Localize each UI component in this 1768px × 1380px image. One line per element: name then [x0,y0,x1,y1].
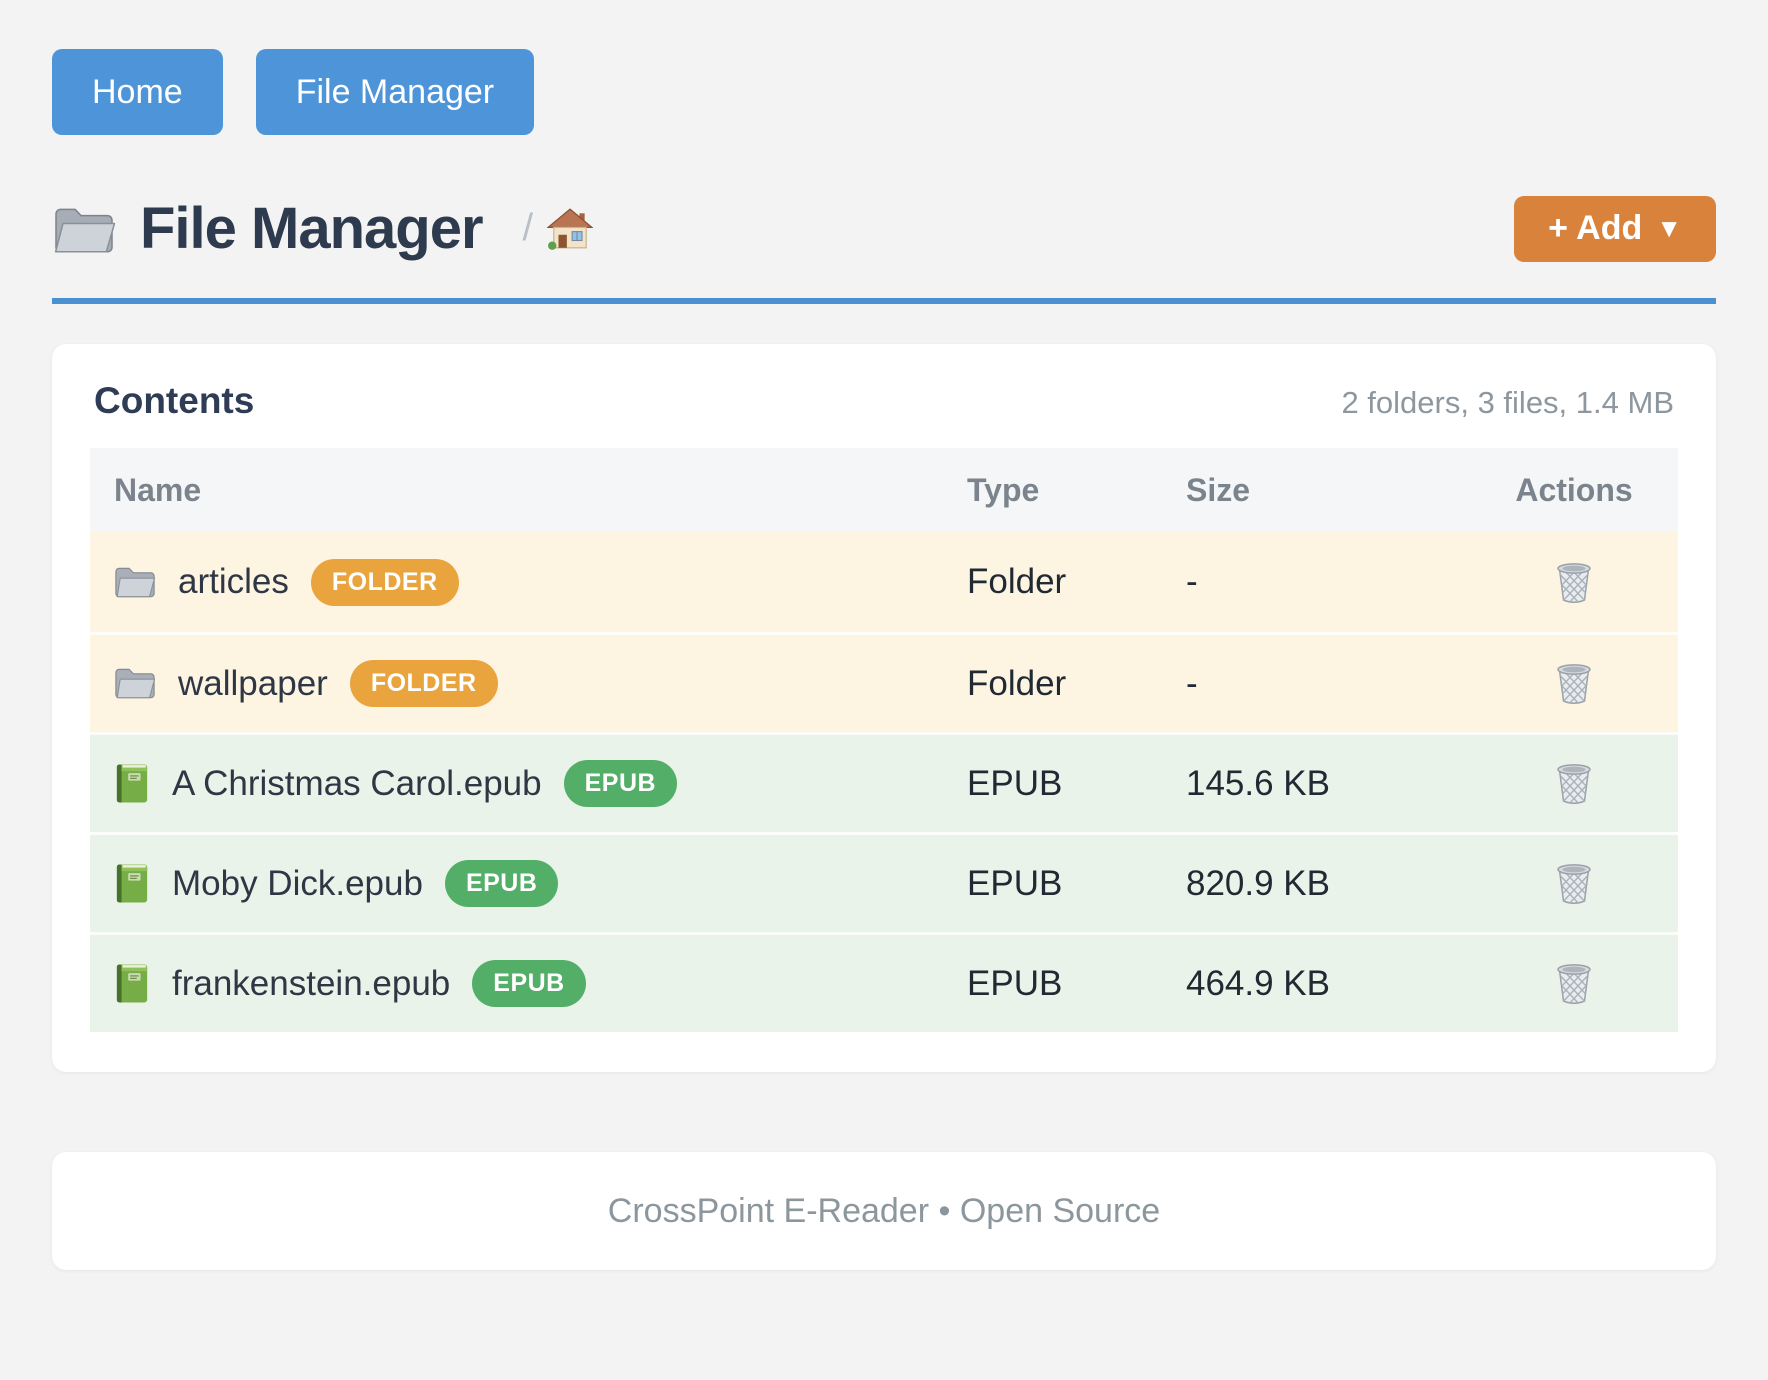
open-folder-icon [52,202,116,256]
breadcrumb-separator: / [522,207,534,249]
add-button[interactable]: + Add ▼ [1514,195,1716,262]
footer: CrossPoint E-Reader • Open Source [52,1152,1716,1270]
contents-card: Contents 2 folders, 3 files, 1.4 MB Name… [52,344,1716,1072]
green-book-icon [114,962,150,1005]
page-header: File Manager / + Add ▼ [52,195,1716,304]
file-type-badge: EPUB [444,860,559,907]
file-name-cell: frankenstein.epub EPUB [90,960,967,1007]
file-type-badge: FOLDER [310,558,459,606]
file-type: EPUB [967,963,1063,1003]
column-header-name: Name [114,471,202,508]
file-actions-cell [1470,957,1678,1010]
file-manager-button[interactable]: File Manager [255,49,535,135]
column-header-size: Size [1186,471,1251,508]
green-book-icon [114,762,150,805]
file-name: wallpaper [178,663,328,703]
title-group: File Manager / [52,195,594,262]
file-name: frankenstein.epub [172,963,451,1003]
delete-button[interactable] [1550,556,1598,609]
file-name-cell: articles FOLDER [90,558,967,606]
chevron-down-icon: ▼ [1656,213,1682,243]
green-book-icon [114,862,150,905]
file-size: - [1186,562,1198,601]
file-size: - [1186,663,1198,703]
file-size: 464.9 KB [1186,963,1330,1003]
table-row[interactable]: A Christmas Carol.epub EPUB EPUB 145.6 K… [90,732,1678,832]
file-type-badge: EPUB [563,760,678,807]
contents-summary: 2 folders, 3 files, 1.4 MB [1341,385,1674,420]
folder-icon [114,565,156,600]
delete-button[interactable] [1550,757,1598,810]
table-row[interactable]: wallpaper FOLDER Folder - [90,632,1678,732]
breadcrumb: / [523,207,594,250]
column-header-type: Type [967,471,1040,508]
file-actions-cell [1470,857,1678,910]
trash-icon [1554,560,1594,605]
file-type: EPUB [967,863,1063,903]
trash-icon [1554,861,1594,906]
file-name: articles [178,562,289,601]
card-title: Contents [94,380,255,421]
file-type-badge: FOLDER [349,660,498,707]
file-name-cell: Moby Dick.epub EPUB [90,860,967,907]
file-actions-cell [1470,556,1678,609]
file-actions-cell [1470,657,1678,710]
top-nav: Home File Manager [52,49,1716,135]
add-button-label: + Add [1548,209,1643,247]
page: Home File Manager File Manager / [52,49,1716,1270]
home-button[interactable]: Home [52,49,223,135]
column-header-actions: Actions [1515,471,1633,508]
table-row[interactable]: Moby Dick.epub EPUB EPUB 820.9 KB [90,832,1678,932]
table-row[interactable]: articles FOLDER Folder - [90,532,1678,632]
delete-button[interactable] [1550,957,1598,1010]
footer-text: CrossPoint E-Reader • Open Source [607,1191,1161,1230]
file-type: EPUB [967,763,1063,803]
file-size: 820.9 KB [1186,863,1330,903]
trash-icon [1554,761,1594,806]
file-name-cell: wallpaper FOLDER [90,660,967,707]
file-actions-cell [1470,757,1678,810]
table-row[interactable]: frankenstein.epub EPUB EPUB 464.9 KB [90,932,1678,1032]
file-type-badge: EPUB [472,960,586,1007]
page-title: File Manager [140,196,484,261]
table-header: Name Type Size Actions [90,448,1678,532]
file-size: 145.6 KB [1186,763,1330,803]
file-name: Moby Dick.epub [172,863,423,903]
folder-icon [114,666,156,701]
trash-icon [1554,961,1594,1006]
delete-button[interactable] [1550,657,1598,710]
card-header: Contents 2 folders, 3 files, 1.4 MB [90,380,1678,422]
file-table: Name Type Size Actions [90,448,1678,1032]
table-body: articles FOLDER Folder - [90,532,1678,1032]
house-icon[interactable] [547,207,594,250]
delete-button[interactable] [1550,857,1598,910]
file-type: Folder [967,663,1067,703]
trash-icon [1554,661,1594,706]
file-name-cell: A Christmas Carol.epub EPUB [90,760,967,807]
file-type: Folder [967,562,1067,601]
file-name: A Christmas Carol.epub [172,763,542,803]
